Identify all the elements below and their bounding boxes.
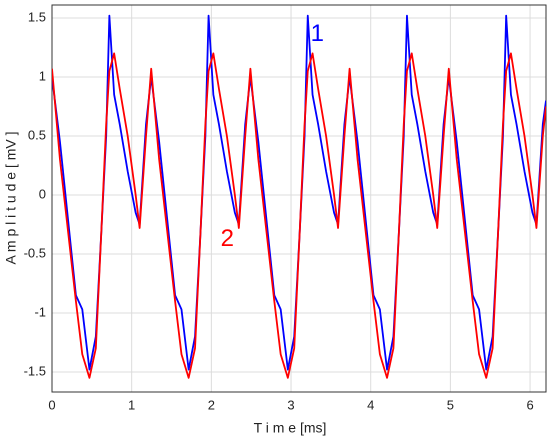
y-tick-label: 0.5 [28,127,46,142]
x-tick-label: 5 [447,397,454,412]
x-tick-label: 0 [48,397,55,412]
x-tick-label: 3 [287,397,294,412]
x-tick-label: 4 [367,397,374,412]
annotation: 1 [311,20,324,47]
plot-area [52,14,546,379]
y-tick-label: 1 [39,68,46,83]
x-tick-label: 6 [526,397,533,412]
y-tick-label: 1.5 [28,9,46,24]
plot-frame [51,4,547,393]
x-axis-label: T i m e [ms] [254,420,327,436]
series-line [52,14,546,371]
y-tick-label: -1 [34,304,46,319]
annotation: 2 [221,225,234,252]
y-axis-label: A m p l i t u d e [ mV ] [3,131,19,264]
y-tick-label: -0.5 [24,245,46,260]
y-tick-label: 0 [39,186,46,201]
y-tick-label: -1.5 [24,363,46,378]
series-line [52,52,546,379]
x-tick-label: 1 [128,397,135,412]
x-tick-label: 2 [208,397,215,412]
